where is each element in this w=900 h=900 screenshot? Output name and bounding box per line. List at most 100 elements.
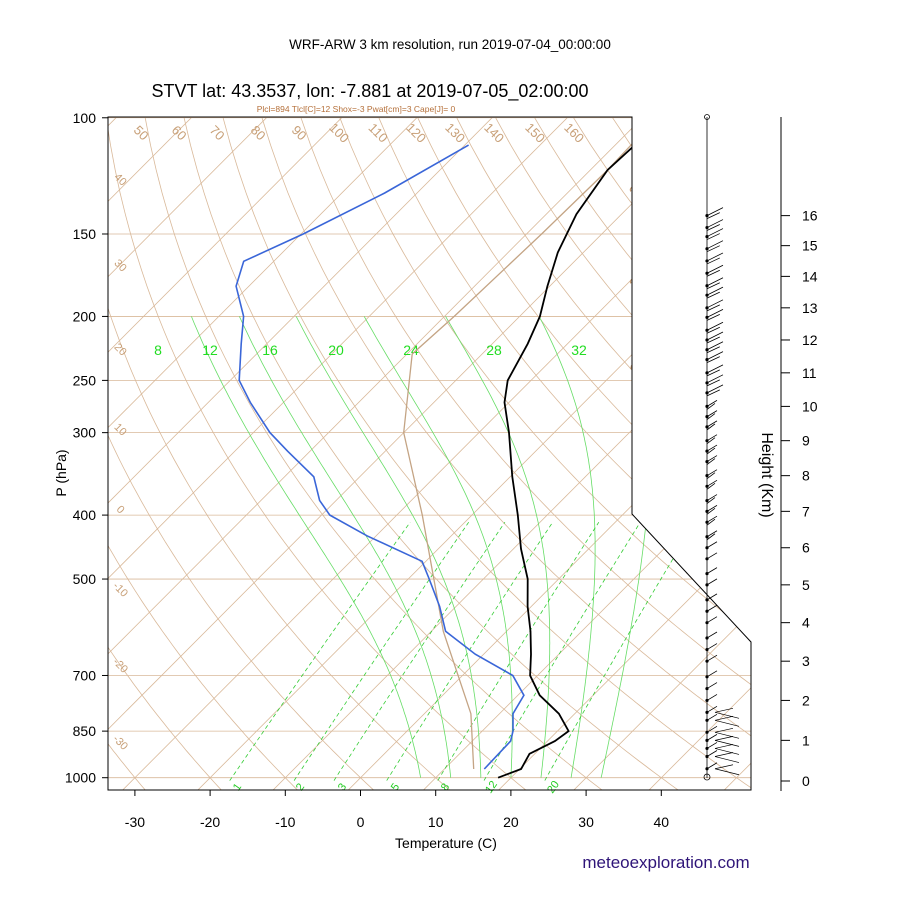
wind-barb <box>706 593 718 601</box>
isotherm-line <box>108 117 267 278</box>
wind-barb <box>706 494 718 501</box>
isotherm-line <box>422 460 751 790</box>
mixing-ratio-label: 1 <box>231 781 244 793</box>
wind-barb <box>706 437 716 444</box>
wind-barb <box>706 400 718 407</box>
wind-barb <box>706 212 720 219</box>
wind-barb <box>706 631 718 639</box>
mixing-ratio-label: 20 <box>545 779 562 796</box>
x-tick-label: 40 <box>654 814 670 830</box>
height-tick-label: 15 <box>802 238 818 254</box>
dry-adiabat-line <box>300 117 751 686</box>
dry-adiabat-line <box>417 117 751 536</box>
y-axis-label: P (hPa) <box>53 449 69 496</box>
wind-barb <box>706 403 716 410</box>
isotherm-line <box>573 611 751 790</box>
wind-barb-top-circle <box>704 114 710 120</box>
wind-barb <box>706 497 716 504</box>
wind-barb <box>706 742 718 749</box>
mixing-ratio-label: 12 <box>483 779 500 796</box>
wind-barb <box>706 434 718 442</box>
wind-barb <box>706 277 724 287</box>
wind-barb <box>706 379 720 387</box>
wind-barb <box>706 725 718 733</box>
wind-barb <box>706 713 718 721</box>
wind-barb <box>706 286 724 296</box>
wind-barb <box>706 705 718 713</box>
mixing-ratio-line <box>386 521 554 781</box>
wind-barb <box>706 505 718 512</box>
wind-barb <box>714 764 734 770</box>
wind-barb <box>706 326 720 334</box>
x-tick-label: -10 <box>275 814 295 830</box>
dry-adiabat-line <box>108 743 146 790</box>
wind-barb <box>706 291 720 299</box>
height-tick-label: 2 <box>802 692 810 708</box>
x-tick-label: 20 <box>503 814 519 830</box>
wind-barb <box>706 304 720 312</box>
moist-adiabat-label: 20 <box>328 342 344 358</box>
wind-barb <box>706 423 716 431</box>
wind-barb <box>706 533 716 541</box>
wind-barb <box>706 472 716 479</box>
x-tick-label: 0 <box>357 814 365 830</box>
wind-barb <box>706 670 718 678</box>
isotherm-line <box>108 117 342 353</box>
isotherm-line <box>498 536 751 790</box>
wind-barb <box>714 731 740 739</box>
wind-barb <box>706 682 718 689</box>
wind-barb <box>706 482 716 490</box>
isotherm-line <box>108 117 568 580</box>
x-axis-label: Temperature (C) <box>395 835 497 851</box>
height-tick-label: 5 <box>802 577 810 593</box>
x-tick-label: 10 <box>428 814 444 830</box>
wind-barb <box>706 654 718 662</box>
wind-barb <box>706 331 724 341</box>
wind-barb <box>706 734 718 741</box>
dry-adiabat-line <box>108 646 222 790</box>
dewpoint-profile <box>235 144 525 770</box>
mixing-ratio-line <box>229 521 411 781</box>
wind-barb <box>706 228 724 237</box>
mixing-ratio-label: 5 <box>389 781 402 793</box>
credit-link[interactable]: meteoexploration.com <box>582 853 749 872</box>
isotherm-line <box>108 117 493 504</box>
height-tick-label: 1 <box>802 732 810 748</box>
wind-barb <box>706 369 720 377</box>
height-tick-label: 3 <box>802 653 810 669</box>
wind-barb <box>714 711 740 719</box>
mixing-ratio-label: 8 <box>439 781 452 793</box>
wind-barb <box>706 299 724 309</box>
height-tick-label: 4 <box>802 615 810 631</box>
mixing-ratio-line <box>293 521 470 781</box>
p-tick-label: 700 <box>73 667 97 683</box>
wind-barb <box>706 413 716 420</box>
wind-barb <box>706 257 720 265</box>
x-tick-label: -30 <box>125 814 145 830</box>
mixing-ratio-label: 2 <box>294 781 307 793</box>
wind-barb <box>706 479 718 487</box>
wind-barb <box>706 762 718 770</box>
p-tick-label: 400 <box>73 507 97 523</box>
axes: -30 -20 -10 0 10 20 30 401001502002503004005007… <box>65 110 818 830</box>
dry-adiabat-line <box>108 434 375 790</box>
dry-adiabat-line <box>222 117 751 789</box>
plot-frame <box>107 116 752 791</box>
wind-barb <box>706 264 724 274</box>
wind-barb <box>706 604 718 612</box>
moist-adiabat-line <box>295 316 482 778</box>
wind-barb <box>706 269 720 277</box>
height-tick-label: 0 <box>802 773 810 789</box>
wind-barb <box>706 356 720 363</box>
wind-barb <box>706 336 720 344</box>
dry-adiabat-line <box>183 117 679 790</box>
wind-barb <box>706 384 724 394</box>
isotherm-line <box>197 234 751 790</box>
wind-barb <box>706 219 724 228</box>
height-tick-label: 11 <box>802 365 817 381</box>
mixing-ratio-label: 3 <box>336 781 349 793</box>
p-tick-label: 300 <box>73 425 97 441</box>
wind-barb <box>706 518 716 526</box>
height-tick-label: 10 <box>802 398 818 414</box>
